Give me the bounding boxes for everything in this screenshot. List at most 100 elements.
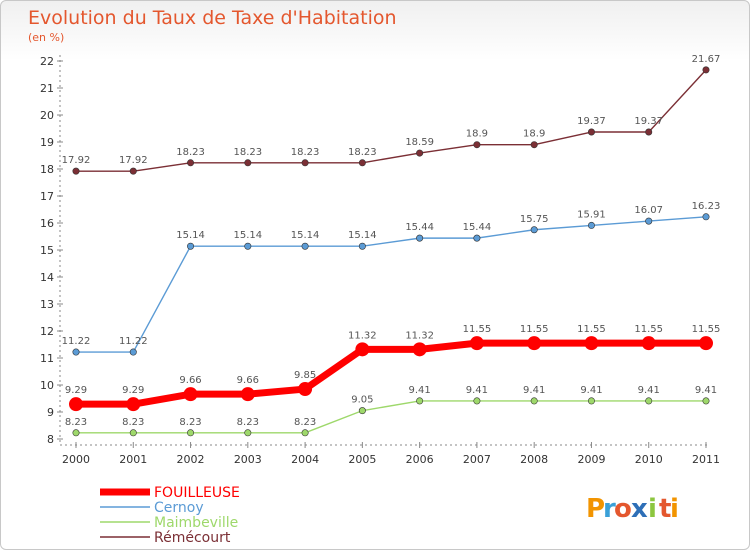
- data-label: 17.92: [119, 155, 148, 166]
- data-label: 9.66: [237, 375, 259, 386]
- x-tick-label: 2011: [692, 453, 720, 466]
- data-point: [298, 382, 313, 397]
- y-tick-label: 19: [40, 136, 54, 149]
- data-label: 11.32: [348, 330, 377, 341]
- data-point: [72, 348, 80, 356]
- data-label: 8.23: [294, 417, 316, 428]
- data-point: [473, 234, 481, 242]
- data-label: 9.66: [179, 375, 201, 386]
- data-label: 16.07: [634, 205, 663, 216]
- y-tick-label: 16: [40, 217, 54, 230]
- series-cernoy: [72, 213, 710, 356]
- data-point: [240, 387, 255, 402]
- y-tick-label: 14: [40, 271, 54, 284]
- data-point: [702, 213, 710, 221]
- logo-letter: t: [659, 494, 671, 524]
- data-label: 9.29: [65, 385, 87, 396]
- data-point: [530, 397, 538, 405]
- data-label: 9.85: [294, 370, 316, 381]
- x-tick-label: 2000: [62, 453, 90, 466]
- y-tick-label: 20: [40, 109, 54, 122]
- series-line: [76, 400, 706, 434]
- data-point: [473, 397, 481, 405]
- data-point: [587, 128, 595, 136]
- data-point: [473, 141, 481, 149]
- data-point: [187, 242, 195, 250]
- data-point: [530, 226, 538, 234]
- data-point: [527, 336, 542, 351]
- x-tick-label: 2006: [406, 453, 434, 466]
- logo-letter: i: [670, 494, 679, 524]
- legend-label: Cernoy: [154, 500, 204, 516]
- data-label: 18.59: [405, 137, 434, 148]
- data-label: 8.23: [237, 417, 259, 428]
- data-label: 19.37: [577, 116, 606, 127]
- data-point: [129, 429, 137, 437]
- data-point: [72, 429, 80, 437]
- data-label: 18.9: [523, 129, 545, 140]
- series-maimbeville: [72, 397, 710, 437]
- data-point: [530, 141, 538, 149]
- axes: 8 9 10 11 12 13 14 15 16 17 18 19 20 21 22 2000 2001 2002…: [40, 55, 720, 466]
- data-label: 18.23: [233, 147, 262, 158]
- x-tick-label: 2007: [463, 453, 491, 466]
- data-label: 9.41: [695, 385, 717, 396]
- data-point: [301, 159, 309, 167]
- data-point: [187, 429, 195, 437]
- legend-label: Maimbeville: [154, 515, 238, 531]
- proxiti-logo: Pro x i ti: [586, 494, 679, 524]
- data-label: 15.44: [463, 222, 492, 233]
- chart-subtitle: (en %): [28, 31, 65, 44]
- data-point: [244, 242, 252, 250]
- y-tick-label: 18: [40, 163, 54, 176]
- data-label: 11.55: [463, 324, 492, 335]
- data-label: 11.55: [520, 324, 549, 335]
- data-label: 15.14: [348, 230, 377, 241]
- x-tick-label: 2005: [348, 453, 376, 466]
- data-point: [129, 167, 137, 175]
- data-label: 11.55: [577, 324, 606, 335]
- data-point: [584, 336, 599, 351]
- data-point: [355, 342, 370, 357]
- y-tick-label: 17: [40, 190, 54, 203]
- data-label: 9.29: [122, 385, 144, 396]
- x-tick-label: 2008: [520, 453, 548, 466]
- series-line: [76, 339, 706, 408]
- x-tick-label: 2002: [177, 453, 205, 466]
- y-tick-label: 8: [47, 433, 54, 446]
- data-label: 19.37: [634, 116, 663, 127]
- data-point: [244, 429, 252, 437]
- data-label: 11.32: [405, 330, 434, 341]
- data-point: [469, 336, 484, 351]
- data-label: 8.23: [122, 417, 144, 428]
- x-tick-label: 2010: [635, 453, 663, 466]
- data-label: 16.23: [692, 201, 721, 212]
- data-point: [301, 429, 309, 437]
- data-point: [183, 387, 198, 402]
- data-label: 11.55: [692, 324, 721, 335]
- data-point: [641, 336, 656, 351]
- data-label: 18.23: [291, 147, 320, 158]
- logo-letter: i: [648, 494, 657, 524]
- data-point: [702, 66, 710, 74]
- x-tick-label: 2001: [119, 453, 147, 466]
- data-point: [702, 397, 710, 405]
- series-line: [76, 216, 707, 353]
- logo-letter: r: [603, 494, 616, 524]
- data-label: 9.05: [351, 395, 373, 406]
- logo-letter: o: [614, 494, 632, 524]
- logo-letter: x: [631, 494, 648, 524]
- series-line: [76, 69, 707, 172]
- y-tick-label: 10: [40, 379, 54, 392]
- chart-title: Evolution du Taux de Taxe d'Habitation: [28, 7, 397, 29]
- data-point: [126, 397, 141, 412]
- data-label: 18.9: [466, 129, 488, 140]
- data-label: 11.22: [62, 336, 91, 347]
- data-point: [358, 159, 366, 167]
- y-tick-label: 11: [40, 352, 54, 365]
- data-label: 15.14: [291, 230, 320, 241]
- data-point: [416, 397, 424, 405]
- data-point: [358, 407, 366, 415]
